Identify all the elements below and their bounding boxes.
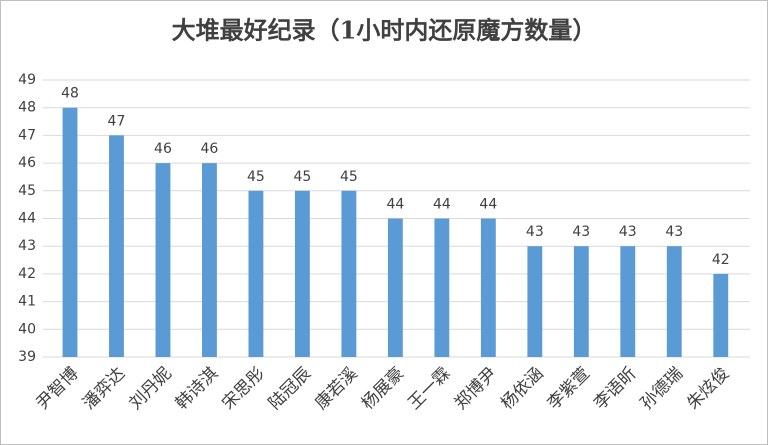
bar	[294, 190, 310, 357]
data-label: 43	[619, 224, 637, 240]
bar	[666, 246, 682, 357]
data-label: 44	[386, 197, 404, 213]
y-tick-label: 45	[18, 183, 36, 199]
bar	[434, 218, 450, 357]
y-tick-label: 44	[18, 211, 36, 227]
bar	[341, 190, 357, 357]
bar	[155, 163, 171, 357]
bar	[480, 218, 496, 357]
data-label: 44	[433, 197, 451, 213]
data-label: 48	[61, 86, 79, 102]
y-tick-label: 41	[18, 294, 36, 310]
y-tick-label: 46	[18, 155, 36, 171]
data-label: 43	[665, 224, 683, 240]
data-label: 47	[108, 113, 126, 129]
bar	[713, 273, 729, 357]
y-tick-label: 47	[18, 127, 36, 143]
y-tick-label: 40	[18, 321, 36, 337]
bar	[202, 163, 217, 357]
y-tick-label: 48	[18, 100, 36, 116]
data-label: 46	[154, 141, 172, 157]
data-label: 45	[293, 169, 311, 185]
bar	[387, 218, 403, 357]
bar	[573, 246, 589, 357]
bar	[620, 246, 636, 357]
bar	[248, 190, 264, 357]
chart-title: 大堆最好纪录（1小时内还原魔方数量）	[172, 16, 597, 45]
data-label: 45	[340, 169, 358, 185]
data-label: 45	[247, 169, 265, 185]
bar	[527, 246, 543, 357]
bar	[62, 107, 78, 357]
y-tick-label: 43	[18, 238, 36, 254]
data-label: 46	[201, 141, 219, 157]
data-label: 43	[572, 224, 590, 240]
bar	[109, 135, 124, 357]
data-label: 42	[712, 252, 730, 268]
data-label: 44	[479, 197, 497, 213]
y-tick-label: 42	[18, 266, 36, 282]
y-tick-label: 39	[18, 349, 36, 365]
data-label: 43	[526, 224, 544, 240]
y-tick-label: 49	[18, 72, 36, 88]
